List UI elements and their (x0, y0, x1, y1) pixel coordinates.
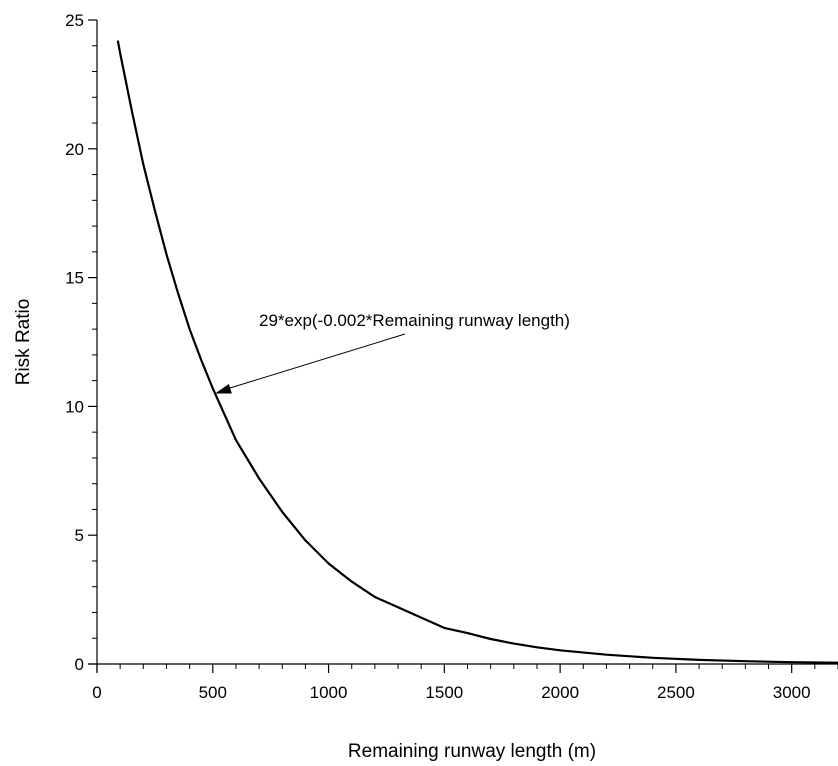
annotation-text: 29*exp(-0.002*Remaining runway length) (259, 311, 570, 330)
x-tick-label: 2500 (657, 683, 695, 702)
x-tick-label: 2000 (541, 683, 579, 702)
x-tick-label: 0 (92, 683, 101, 702)
x-tick-label: 500 (199, 683, 227, 702)
axes (89, 20, 838, 672)
y-tick-label: 15 (65, 269, 84, 288)
y-tick-label: 20 (65, 140, 84, 159)
x-tick-label: 1000 (310, 683, 348, 702)
y-tick-label: 25 (65, 11, 84, 30)
annotation: 29*exp(-0.002*Remaining runway length) (215, 311, 570, 394)
annotation-arrow-line (224, 333, 406, 390)
annotation-arrowhead (215, 383, 232, 394)
y-tick-label: 10 (65, 397, 84, 416)
y-tick-label: 5 (75, 526, 84, 545)
risk-ratio-curve (116, 40, 838, 664)
x-tick-label: 1500 (425, 683, 463, 702)
y-axis-label: Risk Ratio (13, 299, 34, 386)
x-tick-label: 3000 (773, 683, 811, 702)
ticks (88, 19, 838, 673)
series (116, 40, 838, 664)
tick-labels: 0 5 10 15 20 25 0 500 1000 1500 2000 2500 3000 (65, 11, 811, 702)
y-tick-label: 0 (75, 655, 84, 674)
x-axis-label: Remaining runway length (m) (348, 741, 596, 762)
